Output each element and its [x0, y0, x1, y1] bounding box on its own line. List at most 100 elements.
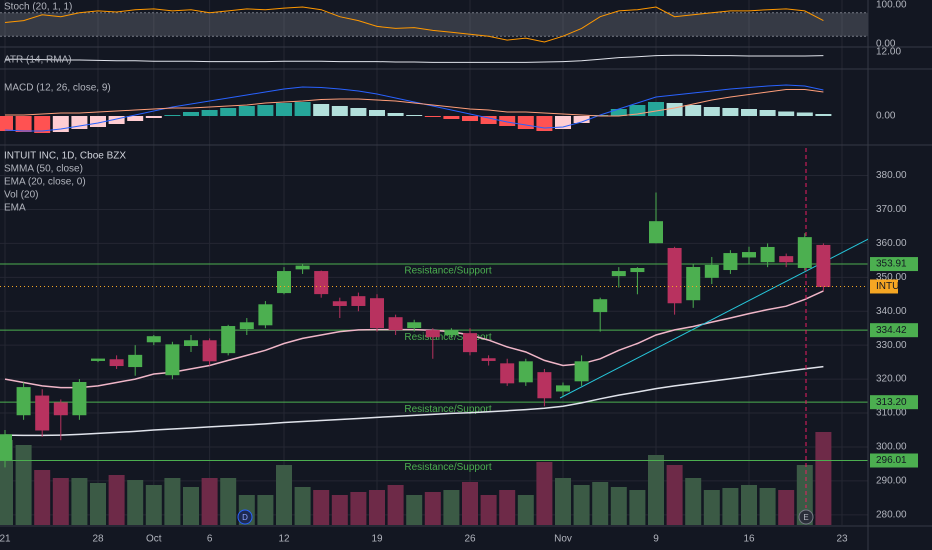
earnings-label: E [803, 513, 808, 522]
y-tick-label: 300.00 [876, 442, 907, 453]
macd-histogram-bar [573, 116, 590, 123]
stoch-legend: Stoch (20, 1, 1) [4, 2, 72, 13]
volume-bar [90, 483, 106, 525]
volume-bar [201, 478, 218, 525]
macd-histogram-bar [145, 116, 162, 118]
candle-body [239, 322, 254, 330]
y-tick-label: 280.00 [876, 509, 907, 520]
grid [0, 0, 868, 525]
candle-body [742, 252, 756, 258]
signal-line [5, 89, 824, 117]
volume-bar [499, 490, 516, 525]
macd-histogram-bar [294, 102, 311, 116]
volume-bar [796, 465, 813, 525]
macd-histogram-bar [703, 107, 720, 116]
macd-histogram-bar [517, 116, 534, 129]
volume-bar [369, 490, 385, 525]
macd-legend: MACD (12, 26, close, 9) [4, 83, 111, 94]
macd-histogram-bar [722, 108, 739, 116]
volume-bar [759, 488, 776, 525]
level-label: Resistance/Support [404, 462, 491, 473]
ma-line [4, 365, 824, 437]
macd-histogram-bar [759, 110, 776, 116]
candle-body [481, 358, 496, 361]
candle-body [463, 333, 477, 353]
volume-bar [387, 485, 404, 525]
chart-title: INTUIT INC, 1D, Cboe BZX [4, 151, 126, 162]
volume-bar [703, 490, 720, 525]
level-tag-label: 334.42 [876, 325, 907, 336]
macd-histogram-bar [127, 116, 144, 121]
y-tick-label: 330.00 [876, 340, 907, 351]
legend-volume-ema: EMA [4, 203, 26, 214]
candle-body [723, 253, 738, 271]
volume-bar [443, 490, 460, 525]
macd-histogram-bar [369, 110, 385, 116]
volume-bar [592, 482, 609, 525]
x-tick-label: 12 [278, 534, 290, 545]
volume-bar [555, 478, 571, 525]
volume-bar [573, 485, 590, 525]
atr-legend: ATR (14, RMA) [4, 55, 72, 66]
macd-histogram-bar [685, 105, 702, 116]
volume-bar [778, 490, 795, 525]
candle-body [277, 271, 291, 294]
x-tick-label: 26 [464, 534, 476, 545]
volume-bar [127, 480, 144, 525]
macd-histogram-bar [90, 116, 106, 127]
candle-body [53, 402, 68, 416]
macd-tick-label: 0.00 [876, 111, 896, 122]
stoch-band [0, 12, 868, 37]
atr-line [5, 54, 824, 63]
candle-body [518, 361, 533, 383]
candle-body [407, 322, 422, 329]
stoch-tick-label: 100.00 [876, 0, 907, 11]
legend-volume: Vol (20) [4, 190, 38, 201]
y-tick-label: 310.00 [876, 408, 907, 419]
candle-body [630, 268, 645, 273]
candle-body [797, 237, 812, 268]
macd-histogram-bar [201, 110, 218, 116]
candle-body [816, 244, 831, 287]
candle-body [370, 298, 384, 329]
y-tick-label: 320.00 [876, 374, 907, 385]
macd-histogram-bar [313, 104, 330, 116]
x-tick-label: 6 [207, 534, 213, 545]
overlay [0, 192, 868, 468]
macd-histogram-bar [536, 116, 553, 131]
volume-bar [685, 478, 702, 525]
candle-body [295, 265, 310, 270]
level-label: Resistance/Support [404, 266, 491, 277]
volume-bar [815, 432, 832, 525]
candle-body [537, 372, 552, 399]
volume-bar [108, 475, 125, 525]
volume-bar [406, 495, 423, 525]
y-tick-label: 350.00 [876, 272, 907, 283]
level-tag [870, 257, 918, 272]
volume-bar [164, 478, 181, 525]
macd-histogram-bar [480, 116, 497, 124]
volume-bar [220, 478, 237, 525]
volume-bar [517, 495, 534, 525]
macd-histogram-bar [462, 116, 478, 121]
candle-body [258, 304, 273, 326]
x-tick-label: 19 [371, 534, 383, 545]
candle-body [165, 344, 180, 376]
y-tick-label: 340.00 [876, 306, 907, 317]
macd-histogram-bar [629, 105, 646, 116]
candle-body [221, 326, 236, 354]
volume-bar [536, 462, 553, 525]
earnings-marker[interactable] [798, 509, 814, 525]
volume-bar [424, 492, 441, 525]
x-tick-label: Oct [146, 534, 162, 545]
level-tag-label: 313.20 [876, 397, 907, 408]
macd-histogram-bar [648, 102, 664, 116]
legend-smma: SMMA (50, close) [4, 164, 83, 175]
last-price-tag [870, 279, 898, 294]
candle-body [574, 361, 589, 382]
macd-histogram-bar [443, 116, 460, 119]
dividend-marker[interactable] [237, 509, 253, 525]
volume-bar [294, 487, 311, 525]
candle-body [444, 330, 459, 336]
stoch-tick-label: 0.00 [876, 39, 896, 50]
